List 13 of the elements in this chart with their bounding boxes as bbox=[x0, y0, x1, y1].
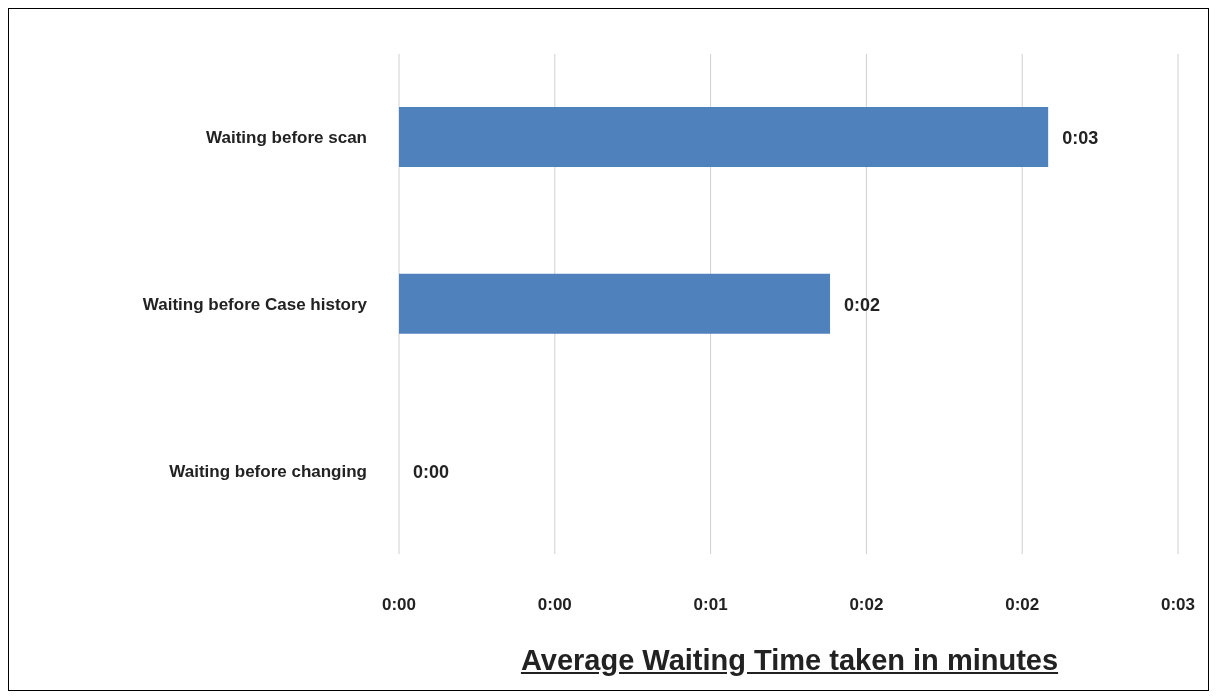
x-axis-title: Average Waiting Time taken in minutes bbox=[519, 644, 1060, 677]
x-tick-label: 0:00 bbox=[381, 595, 417, 615]
x-tick-label: 0:00 bbox=[537, 595, 572, 615]
y-tick-label: Waiting before changing bbox=[169, 461, 367, 481]
x-tick-label: 0:02 bbox=[1005, 595, 1040, 615]
data-label: 0:02 bbox=[844, 295, 881, 315]
x-tick-label: 0:01 bbox=[693, 595, 728, 615]
y-tick-label: Waiting before scan bbox=[206, 128, 367, 148]
data-label: 0:00 bbox=[413, 461, 450, 482]
x-tick-label: 0:03 bbox=[1160, 595, 1196, 615]
y-tick-label: Waiting before Case history bbox=[142, 295, 368, 315]
x-tick-label: 0:02 bbox=[849, 595, 884, 615]
data-label: 0:03 bbox=[1062, 128, 1099, 149]
